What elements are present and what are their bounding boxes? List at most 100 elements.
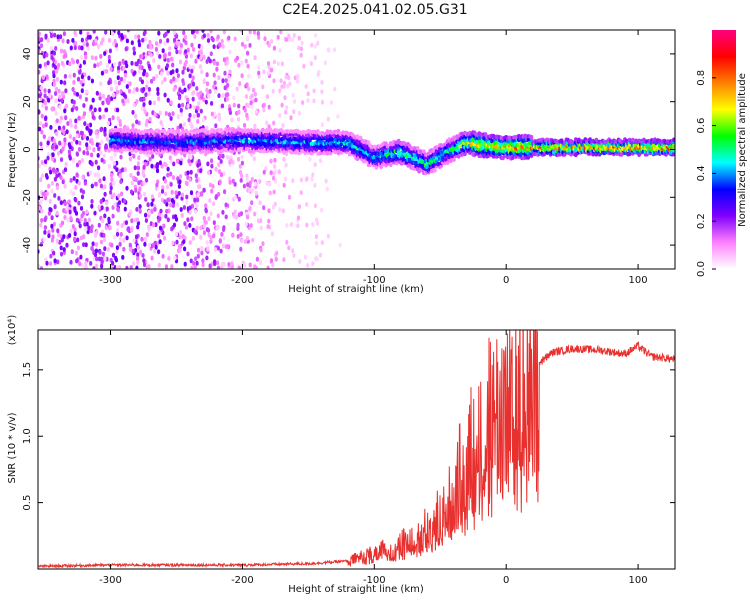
colorbar-gradient (712, 30, 736, 269)
heatmap-cell (236, 222, 240, 228)
heatmap-cell (158, 38, 163, 44)
heatmap-cell (284, 74, 288, 80)
heatmap-cell (238, 81, 242, 87)
heatmap-cell (95, 142, 99, 148)
heatmap-cell (172, 161, 176, 167)
heatmap-cell (291, 178, 295, 184)
heatmap-cell (103, 191, 107, 197)
heatmap-cell (52, 250, 56, 256)
heatmap-cell (69, 228, 73, 234)
heatmap-cell (215, 66, 219, 72)
heatmap-cell (119, 76, 124, 82)
heatmap-cell (118, 173, 122, 179)
heatmap-cell (40, 208, 44, 214)
heatmap-cell (246, 50, 250, 56)
heatmap-cell (117, 200, 122, 206)
heatmap-cell (65, 103, 69, 109)
y-tick-label: 0.5 (22, 495, 33, 511)
heatmap-cell (168, 46, 172, 51)
heatmap-cell (125, 63, 129, 69)
heatmap-cell (205, 81, 210, 87)
heatmap-cell (167, 112, 172, 117)
heatmap-cell (69, 259, 73, 265)
heatmap-cell (58, 119, 62, 124)
heatmap-cell (74, 197, 78, 203)
heatmap-cell (40, 160, 44, 165)
heatmap-cell (63, 137, 67, 143)
heatmap-cell (274, 179, 278, 184)
heatmap-cell (113, 202, 117, 208)
heatmap-cell (107, 219, 111, 225)
heatmap-cell (68, 144, 72, 150)
heatmap-cell (181, 102, 185, 108)
heatmap-cell (91, 241, 95, 247)
heatmap-cell (54, 169, 58, 175)
heatmap-cell (188, 83, 192, 88)
heatmap-cell (197, 43, 201, 49)
heatmap-cell (226, 82, 230, 88)
heatmap-cell (220, 103, 225, 109)
heatmap-cell (278, 88, 282, 94)
heatmap-cell (202, 215, 206, 221)
heatmap-cell (188, 73, 192, 79)
heatmap-cell (68, 61, 72, 67)
heatmap-cell (53, 176, 58, 182)
heatmap-cell (87, 217, 91, 223)
heatmap-cell (148, 156, 152, 162)
heatmap-cell (169, 171, 173, 177)
heatmap-cell (53, 193, 57, 198)
heatmap-cell (280, 61, 284, 67)
heatmap-cell (112, 192, 116, 198)
heatmap-cell (158, 192, 162, 197)
heatmap-cell (114, 257, 118, 263)
heatmap-cell (38, 121, 43, 126)
heatmap-cell (246, 214, 250, 220)
heatmap-cell (43, 62, 47, 67)
heatmap-cell (318, 252, 323, 258)
heatmap-cell (67, 149, 71, 155)
heatmap-cell (672, 144, 675, 149)
heatmap-cell (214, 89, 218, 94)
heatmap-cell (117, 30, 121, 36)
heatmap-cell (79, 54, 83, 60)
heatmap-cell (131, 123, 135, 128)
heatmap-cell (129, 189, 134, 195)
heatmap-cell (143, 109, 147, 115)
heatmap-cell (248, 30, 252, 35)
heatmap-cell (107, 94, 111, 100)
heatmap-cell (75, 217, 79, 223)
heatmap-cell (272, 120, 276, 126)
heatmap-cell (79, 254, 83, 260)
heatmap-cell (209, 51, 213, 57)
heatmap-cell (192, 113, 196, 119)
heatmap-cell (237, 212, 241, 218)
heatmap-cell (287, 245, 291, 251)
heatmap-cell (63, 80, 67, 86)
heatmap-cell (147, 225, 151, 230)
heatmap-cell (179, 207, 183, 212)
heatmap-cell (82, 111, 87, 117)
heatmap-cell (75, 92, 79, 97)
heatmap-cell (93, 252, 98, 258)
heatmap-cell (177, 103, 181, 109)
heatmap-cell (287, 33, 291, 39)
heatmap-cell (194, 256, 198, 262)
heatmap-cell (273, 164, 277, 169)
heatmap-cell (133, 217, 137, 223)
heatmap-cell (221, 210, 225, 215)
heatmap-cell (116, 206, 120, 212)
heatmap-cell (104, 200, 109, 206)
heatmap-cell (75, 59, 80, 64)
heatmap-cell (89, 228, 93, 234)
heatmap-cell (218, 180, 222, 185)
heatmap-cell (155, 182, 159, 188)
heatmap-cell (199, 49, 203, 55)
heatmap-cell (51, 156, 55, 162)
heatmap-cell (93, 63, 97, 69)
heatmap-cell (166, 30, 170, 34)
heatmap-cell (276, 34, 280, 40)
heatmap-cell (68, 73, 72, 79)
heatmap-cell (262, 205, 266, 211)
heatmap-cell (53, 258, 57, 264)
heatmap-cell (64, 162, 68, 167)
